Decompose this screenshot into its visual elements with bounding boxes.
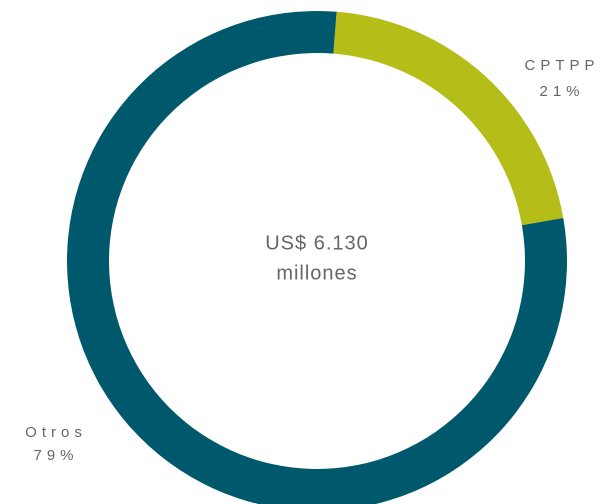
segment-value-label: 21%: [539, 83, 584, 100]
segment-value-label: 79%: [33, 447, 78, 464]
segment-label: Otros: [25, 424, 87, 441]
center-amount: US$ 6.130: [265, 232, 369, 254]
segment-label: CPTPP: [524, 57, 599, 74]
donut-segment: [333, 11, 564, 226]
center-unit: millones: [276, 262, 357, 284]
